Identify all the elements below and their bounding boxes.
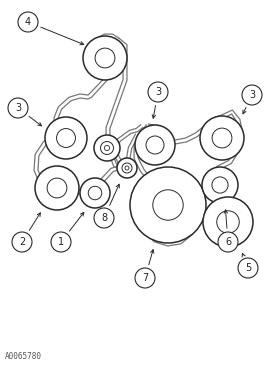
Circle shape bbox=[101, 141, 114, 155]
Text: 7: 7 bbox=[142, 273, 148, 283]
Text: 4: 4 bbox=[25, 17, 31, 27]
Circle shape bbox=[122, 163, 132, 173]
Circle shape bbox=[95, 48, 115, 68]
Circle shape bbox=[125, 166, 129, 170]
Circle shape bbox=[47, 178, 67, 198]
Circle shape bbox=[217, 211, 239, 233]
Text: 2: 2 bbox=[19, 237, 25, 247]
Text: 8: 8 bbox=[101, 213, 107, 223]
Circle shape bbox=[83, 36, 127, 80]
Text: 3: 3 bbox=[15, 103, 21, 113]
Circle shape bbox=[80, 178, 110, 208]
Circle shape bbox=[51, 232, 71, 252]
Circle shape bbox=[45, 117, 87, 159]
Text: A0065780: A0065780 bbox=[5, 352, 42, 361]
Text: 3: 3 bbox=[249, 90, 255, 100]
Circle shape bbox=[135, 268, 155, 288]
Circle shape bbox=[94, 208, 114, 228]
Circle shape bbox=[242, 85, 262, 105]
Circle shape bbox=[153, 190, 183, 220]
Text: 1: 1 bbox=[58, 237, 64, 247]
Text: 3: 3 bbox=[155, 87, 161, 97]
Circle shape bbox=[104, 145, 109, 151]
Circle shape bbox=[56, 128, 75, 148]
Circle shape bbox=[238, 258, 258, 278]
Text: 6: 6 bbox=[225, 237, 231, 247]
Circle shape bbox=[88, 186, 102, 200]
Circle shape bbox=[212, 177, 228, 193]
Circle shape bbox=[94, 135, 120, 161]
Circle shape bbox=[35, 166, 79, 210]
Circle shape bbox=[200, 116, 244, 160]
Circle shape bbox=[12, 232, 32, 252]
Circle shape bbox=[218, 232, 238, 252]
Circle shape bbox=[8, 98, 28, 118]
Circle shape bbox=[148, 82, 168, 102]
Text: 5: 5 bbox=[245, 263, 251, 273]
Circle shape bbox=[18, 12, 38, 32]
Circle shape bbox=[117, 158, 137, 178]
Circle shape bbox=[212, 128, 232, 148]
Circle shape bbox=[202, 167, 238, 203]
Circle shape bbox=[146, 136, 164, 154]
Circle shape bbox=[135, 125, 175, 165]
Circle shape bbox=[130, 167, 206, 243]
Circle shape bbox=[203, 197, 253, 247]
